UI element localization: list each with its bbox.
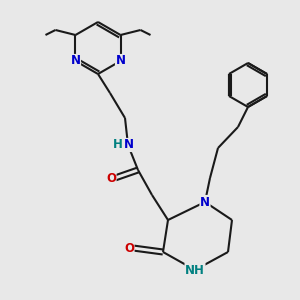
Text: N: N: [70, 55, 80, 68]
Text: O: O: [106, 172, 116, 184]
Text: NH: NH: [185, 263, 205, 277]
Text: N: N: [124, 139, 134, 152]
Text: N: N: [116, 55, 125, 68]
Text: N: N: [200, 196, 210, 208]
Text: O: O: [124, 242, 134, 254]
Text: H: H: [113, 139, 123, 152]
